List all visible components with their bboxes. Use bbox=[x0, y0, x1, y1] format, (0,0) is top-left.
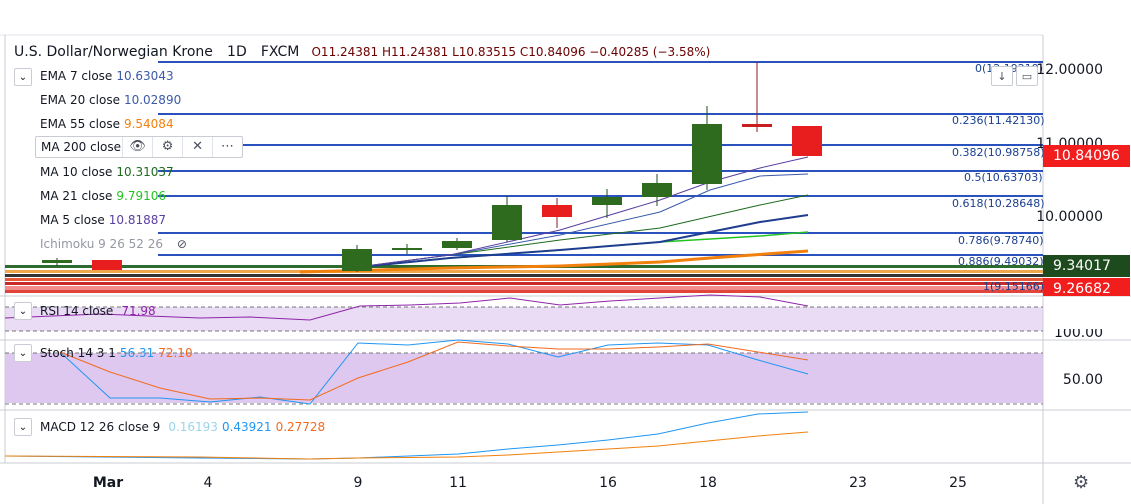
stoch-k-value: 56.31 bbox=[119, 346, 155, 360]
fib-label: 0.886(9.49032) bbox=[958, 255, 1044, 268]
fib-label: 1(9.15166) bbox=[983, 280, 1045, 293]
indicator-value: 10.81887 bbox=[108, 213, 166, 227]
stoch-tick: 50.00 bbox=[1062, 372, 1103, 388]
chart-title: U.S. Dollar/Norwegian Krone 1D FXCM O11.… bbox=[14, 44, 710, 60]
date-tick: Mar bbox=[92, 475, 124, 491]
indicator-label: MA 21 close bbox=[40, 189, 113, 203]
ema-55-legend: EMA 55 close 9.54084 bbox=[40, 117, 174, 131]
indicator-value: 9.79106 bbox=[116, 189, 166, 203]
fib-label: 0.786(9.78740) bbox=[958, 234, 1044, 247]
maximize-icon[interactable]: ▭ bbox=[1016, 66, 1038, 86]
stoch-d-line bbox=[59, 341, 809, 401]
date-tick: 11 bbox=[449, 475, 467, 491]
rsi-legend: RSI 14 close 71.98 bbox=[40, 304, 156, 318]
collapse-legend-icon[interactable]: ⌄ bbox=[14, 68, 32, 86]
ma-price-tag: 9.26682 bbox=[1043, 278, 1130, 296]
settings-gear-icon[interactable]: ⚙ bbox=[1073, 472, 1090, 493]
indicator-value: 10.31037 bbox=[116, 165, 174, 179]
ma-price-tag: 9.34017 bbox=[1043, 255, 1130, 277]
macd-legend: MACD 12 26 close 9 0.16193 0.43921 0.27728 bbox=[40, 420, 325, 434]
stoch-tick: 100.00 bbox=[1054, 329, 1103, 341]
stoch-band bbox=[5, 353, 1043, 403]
candle bbox=[92, 260, 122, 270]
ma-10-legend: MA 10 close 10.31037 bbox=[40, 165, 174, 179]
indicator-label: EMA 20 close bbox=[40, 93, 120, 107]
indicator-label: EMA 7 close bbox=[40, 69, 113, 83]
ema-7-legend: EMA 7 close 10.63043 bbox=[40, 69, 174, 83]
indicator-label: Stoch 14 3 1 bbox=[40, 346, 116, 360]
signal-line bbox=[4, 431, 809, 460]
exchange: FXCM bbox=[260, 44, 300, 60]
eye-icon[interactable]: 👁 bbox=[122, 137, 152, 157]
stoch-k-line bbox=[59, 339, 809, 405]
fib-label: 0.5(10.63703) bbox=[964, 171, 1043, 184]
indicator-label: RSI 14 close bbox=[40, 304, 114, 318]
macd-value: 0.43921 bbox=[221, 420, 272, 434]
candle bbox=[492, 205, 522, 240]
macd-signal-value: 0.27728 bbox=[275, 420, 326, 434]
close-icon[interactable]: ✕ bbox=[182, 137, 212, 157]
stoch-d-value: 72.10 bbox=[158, 346, 193, 360]
date-tick: 16 bbox=[599, 475, 617, 491]
fib-retracement bbox=[158, 61, 1043, 256]
indicator-label: MACD 12 26 close 9 bbox=[40, 420, 161, 434]
date-tick: 18 bbox=[699, 475, 717, 491]
date-tick: 4 bbox=[203, 475, 213, 491]
indicator-value: 9.54084 bbox=[123, 117, 174, 131]
more-icon[interactable]: ⋯ bbox=[212, 137, 242, 157]
candle bbox=[392, 248, 422, 250]
candle bbox=[692, 124, 722, 184]
interval: 1D bbox=[227, 44, 247, 60]
candle bbox=[592, 197, 622, 205]
price-tick: 10.00000 bbox=[1036, 209, 1103, 225]
candle bbox=[742, 124, 772, 127]
indicator-label: EMA 55 close bbox=[40, 117, 120, 131]
ichimoku-legend: Ichimoku 9 26 52 26 ⊘ bbox=[40, 237, 187, 251]
eye-off-icon[interactable]: ⊘ bbox=[176, 237, 187, 251]
date-tick: 23 bbox=[849, 475, 867, 491]
candle bbox=[442, 241, 472, 248]
fib-label: 0.382(10.98758) bbox=[952, 146, 1045, 159]
date-tick: 25 bbox=[949, 475, 967, 491]
candle bbox=[642, 183, 672, 197]
indicator-label: MA 5 close bbox=[40, 213, 105, 227]
ma-5-legend: MA 5 close 10.81887 bbox=[40, 213, 166, 227]
fib-label: 0.618(10.28648) bbox=[952, 197, 1045, 210]
price-tick: 12.00000 bbox=[1036, 62, 1103, 78]
macd-hist-value: 0.16193 bbox=[168, 420, 218, 434]
candle bbox=[42, 260, 72, 263]
candle bbox=[792, 126, 822, 156]
stoch-legend: Stoch 14 3 1 56.31 72.10 bbox=[40, 346, 193, 360]
rsi-band bbox=[5, 307, 1043, 331]
rsi-line bbox=[4, 294, 809, 321]
indicator-label: Ichimoku 9 26 52 26 bbox=[40, 237, 163, 251]
ema-20-legend: EMA 20 close 10.02890 bbox=[40, 93, 181, 107]
collapse-rsi-icon[interactable]: ⌄ bbox=[14, 302, 32, 320]
collapse-macd-icon[interactable]: ⌄ bbox=[14, 418, 32, 436]
indicator-label: MA 200 close bbox=[41, 140, 122, 154]
ma-200-legend[interactable]: MA 200 close 👁 ⚙ ✕ ⋯ bbox=[35, 136, 243, 158]
rsi-value: 71.98 bbox=[121, 304, 156, 318]
fib-label: 0.236(11.42130) bbox=[952, 114, 1045, 127]
gear-icon[interactable]: ⚙ bbox=[152, 137, 182, 157]
ma-21-legend: MA 21 close 9.79106 bbox=[40, 189, 166, 203]
date-tick: 9 bbox=[353, 475, 363, 491]
collapse-stoch-icon[interactable]: ⌄ bbox=[14, 344, 32, 362]
indicator-value: 10.63043 bbox=[116, 69, 174, 83]
indicator-value: 10.02890 bbox=[123, 93, 182, 107]
symbol-name: U.S. Dollar/Norwegian Krone bbox=[14, 44, 213, 60]
last-price-tag: 10.84096 bbox=[1043, 145, 1130, 167]
arrow-down-icon[interactable]: ↓ bbox=[991, 66, 1013, 86]
indicator-label: MA 10 close bbox=[40, 165, 113, 179]
candle bbox=[542, 205, 572, 217]
ohlc-values: O11.24381 H11.24381 L10.83515 C10.84096 … bbox=[311, 45, 711, 59]
candlestick-series bbox=[42, 62, 822, 272]
candle bbox=[342, 249, 372, 271]
